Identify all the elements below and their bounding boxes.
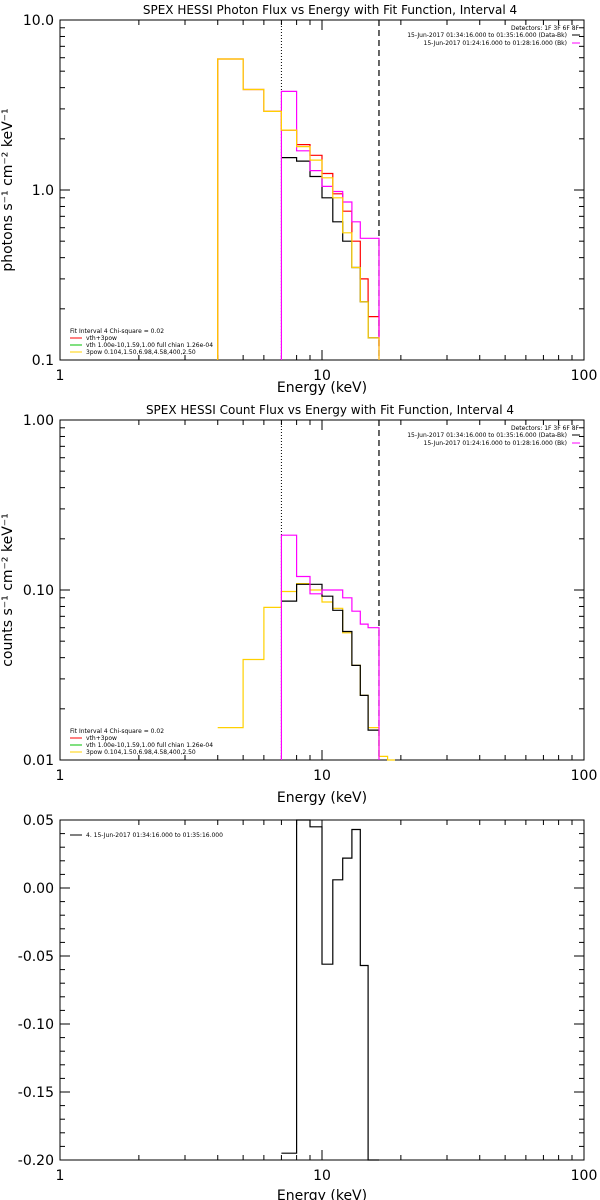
x-tick-label: 10 xyxy=(313,768,331,784)
x-tick-label: 1 xyxy=(56,368,65,384)
chart-title: SPEX HESSI Count Flux vs Energy with Fit… xyxy=(146,403,514,417)
data-interval-label: 15-Jun-2017 01:34:16.000 to 01:35:16.000… xyxy=(407,432,567,439)
x-axis-label: Energy (keV) xyxy=(277,790,367,806)
y-tick-label: -0.05 xyxy=(18,949,54,965)
series-data xyxy=(281,157,379,339)
y-tick-label: -0.10 xyxy=(18,1017,54,1033)
series-data xyxy=(281,583,379,731)
series-vth-3pow xyxy=(217,58,380,360)
fit-info-label: Fit Interval 4 Chi-square = 0.02 xyxy=(70,328,164,335)
detectors-label: Detectors: 1F 3F 6F 8F xyxy=(511,425,580,432)
x-tick-label: 10 xyxy=(313,368,331,384)
y-tick-label: 0.10 xyxy=(23,583,54,599)
photon-flux-panel: SPEX HESSI Photon Flux vs Energy with Fi… xyxy=(0,3,597,396)
legend-vth-label: vth 1.00e-10,1.59,1.00 full chian 1.26e-… xyxy=(86,342,213,349)
series-bk xyxy=(280,534,380,760)
data-interval-label: 15-Jun-2017 01:34:16.000 to 01:35:16.000… xyxy=(407,32,567,39)
legend-interval-label: 4. 15-Jun-2017 01:34:16.000 to 01:35:16.… xyxy=(86,832,223,839)
x-tick-label: 100 xyxy=(571,768,598,784)
y-axis-label: counts s⁻¹ cm⁻² keV⁻¹ xyxy=(0,513,16,667)
legend-3pow-label: 3pow 0.104,1.50,6.98,4.58,400,2.50 xyxy=(86,749,196,756)
x-axis-label: Energy (keV) xyxy=(277,1188,367,1200)
count-flux-panel: SPEX HESSI Count Flux vs Energy with Fit… xyxy=(0,403,597,806)
x-tick-label: 10 xyxy=(313,1168,331,1184)
x-tick-label: 1 xyxy=(56,768,65,784)
chart-title: SPEX HESSI Photon Flux vs Energy with Fi… xyxy=(143,3,517,17)
series-3pow xyxy=(217,583,395,761)
legend-vth-label: vth 1.00e-10,1.59,1.00 full chian 1.26e-… xyxy=(86,742,213,749)
y-tick-label: 0.01 xyxy=(23,753,54,769)
series-3pow xyxy=(217,58,380,360)
y-tick-label: 10.0 xyxy=(23,13,54,29)
legend-vth3pow-label: vth+3pow xyxy=(86,335,117,342)
y-tick-label: 1.0 xyxy=(32,183,54,199)
y-tick-label: 0.1 xyxy=(32,353,54,369)
y-tick-label: -0.20 xyxy=(18,1153,54,1169)
background-interval-label: 15-Jun-2017 01:24:16.000 to 01:28:16.000… xyxy=(424,40,567,47)
y-tick-label: 0.05 xyxy=(23,813,54,829)
legend-vth3pow-label: vth+3pow xyxy=(86,735,117,742)
y-tick-label: -0.15 xyxy=(18,1085,54,1101)
series-4-15-jun-2017-01-34-16-000-to-01-35-16-000 xyxy=(281,819,379,1161)
legend-3pow-label: 3pow 0.104,1.50,6.98,4.58,400,2.50 xyxy=(86,349,196,356)
y-tick-label: 0.00 xyxy=(23,881,54,897)
fit-info-label: Fit Interval 4 Chi-square = 0.02 xyxy=(70,728,164,735)
y-tick-label: 1.00 xyxy=(23,413,54,429)
residuals-panel: Energy (keV) 4. 15-Jun-2017 01:34:16.000… xyxy=(18,813,598,1200)
x-axis-label: Energy (keV) xyxy=(277,380,367,396)
background-interval-label: 15-Jun-2017 01:24:16.000 to 01:28:16.000… xyxy=(424,440,567,447)
y-axis-label: photons s⁻¹ cm⁻² keV⁻¹ xyxy=(0,108,16,271)
x-tick-label: 100 xyxy=(571,368,598,384)
x-tick-label: 100 xyxy=(571,1168,598,1184)
detectors-label: Detectors: 1F 3F 6F 8F xyxy=(511,25,580,32)
x-tick-label: 1 xyxy=(56,1168,65,1184)
